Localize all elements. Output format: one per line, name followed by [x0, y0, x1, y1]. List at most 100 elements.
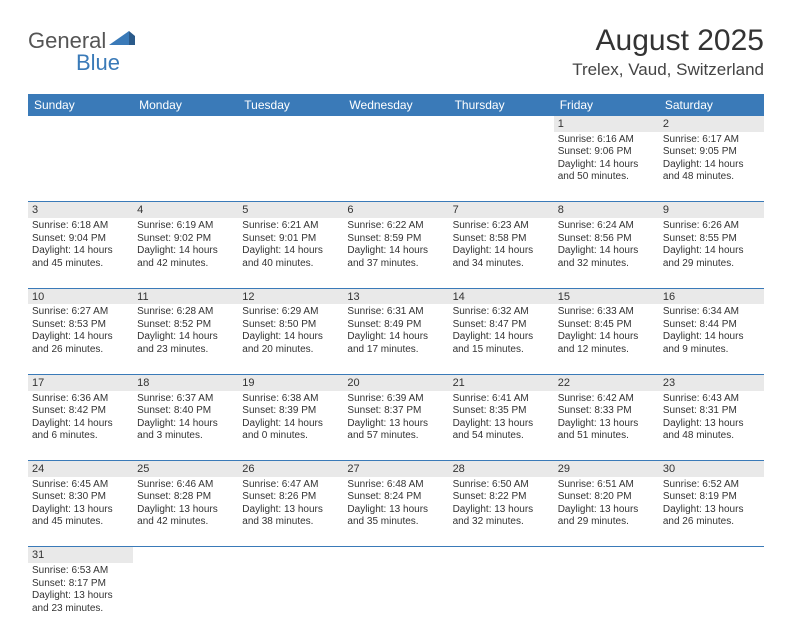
- empty-cell: [28, 116, 133, 132]
- sunrise-line: Sunrise: 6:51 AM: [558, 479, 655, 492]
- day-number: 5: [238, 202, 343, 218]
- sunrise-line: Sunrise: 6:37 AM: [137, 393, 234, 406]
- daylight-line-1: Daylight: 14 hours: [242, 245, 339, 258]
- day-number: 12: [238, 288, 343, 304]
- weekday-friday: Friday: [554, 94, 659, 116]
- sunset-line: Sunset: 8:50 PM: [242, 319, 339, 332]
- sunset-line: Sunset: 8:24 PM: [347, 491, 444, 504]
- daylight-line-1: Daylight: 13 hours: [558, 418, 655, 431]
- weekday-saturday: Saturday: [659, 94, 764, 116]
- sunrise-line: Sunrise: 6:29 AM: [242, 306, 339, 319]
- daylight-line-1: Daylight: 14 hours: [242, 418, 339, 431]
- daylight-line-1: Daylight: 14 hours: [32, 245, 129, 258]
- day-cell: Sunrise: 6:21 AMSunset: 9:01 PMDaylight:…: [238, 218, 343, 288]
- sunrise-line: Sunrise: 6:34 AM: [663, 306, 760, 319]
- header: General August 2025 Trelex, Vaud, Switze…: [28, 24, 764, 80]
- logo-triangle-icon: [109, 29, 135, 45]
- month-title: August 2025: [572, 24, 764, 58]
- day-cell: Sunrise: 6:16 AMSunset: 9:06 PMDaylight:…: [554, 132, 659, 202]
- sunrise-line: Sunrise: 6:43 AM: [663, 393, 760, 406]
- empty-cell: [343, 563, 448, 633]
- day-cell: Sunrise: 6:28 AMSunset: 8:52 PMDaylight:…: [133, 304, 238, 374]
- sunrise-line: Sunrise: 6:39 AM: [347, 393, 444, 406]
- empty-cell: [133, 116, 238, 132]
- day-number: 21: [449, 374, 554, 390]
- empty-cell: [554, 547, 659, 563]
- day-cell: Sunrise: 6:52 AMSunset: 8:19 PMDaylight:…: [659, 477, 764, 547]
- day-cell: Sunrise: 6:38 AMSunset: 8:39 PMDaylight:…: [238, 391, 343, 461]
- day-cell: Sunrise: 6:17 AMSunset: 9:05 PMDaylight:…: [659, 132, 764, 202]
- daynum-row: 31: [28, 547, 764, 563]
- sunrise-line: Sunrise: 6:33 AM: [558, 306, 655, 319]
- day-number: 26: [238, 461, 343, 477]
- daylight-line-2: and 57 minutes.: [347, 430, 444, 443]
- daylight-line-1: Daylight: 13 hours: [663, 504, 760, 517]
- sunrise-line: Sunrise: 6:45 AM: [32, 479, 129, 492]
- daylight-line-1: Daylight: 14 hours: [137, 331, 234, 344]
- sunset-line: Sunset: 8:58 PM: [453, 233, 550, 246]
- day-content-row: Sunrise: 6:36 AMSunset: 8:42 PMDaylight:…: [28, 391, 764, 461]
- sunset-line: Sunset: 8:28 PM: [137, 491, 234, 504]
- calendar-body: 12Sunrise: 6:16 AMSunset: 9:06 PMDayligh…: [28, 116, 764, 633]
- weekday-wednesday: Wednesday: [343, 94, 448, 116]
- sunset-line: Sunset: 8:22 PM: [453, 491, 550, 504]
- sunrise-line: Sunrise: 6:18 AM: [32, 220, 129, 233]
- day-number: 9: [659, 202, 764, 218]
- day-number: 4: [133, 202, 238, 218]
- sunrise-line: Sunrise: 6:53 AM: [32, 565, 129, 578]
- empty-cell: [238, 132, 343, 202]
- daylight-line-1: Daylight: 14 hours: [32, 418, 129, 431]
- sunset-line: Sunset: 8:40 PM: [137, 405, 234, 418]
- empty-cell: [449, 547, 554, 563]
- daylight-line-2: and 54 minutes.: [453, 430, 550, 443]
- daylight-line-2: and 32 minutes.: [453, 516, 550, 529]
- sunrise-line: Sunrise: 6:41 AM: [453, 393, 550, 406]
- daylight-line-1: Daylight: 14 hours: [558, 245, 655, 258]
- daylight-line-1: Daylight: 14 hours: [663, 245, 760, 258]
- empty-cell: [554, 563, 659, 633]
- empty-cell: [343, 116, 448, 132]
- daylight-line-1: Daylight: 13 hours: [32, 504, 129, 517]
- day-cell: Sunrise: 6:18 AMSunset: 9:04 PMDaylight:…: [28, 218, 133, 288]
- sunrise-line: Sunrise: 6:46 AM: [137, 479, 234, 492]
- day-cell: Sunrise: 6:23 AMSunset: 8:58 PMDaylight:…: [449, 218, 554, 288]
- day-cell: Sunrise: 6:31 AMSunset: 8:49 PMDaylight:…: [343, 304, 448, 374]
- empty-cell: [238, 116, 343, 132]
- daylight-line-1: Daylight: 14 hours: [558, 331, 655, 344]
- daylight-line-1: Daylight: 13 hours: [137, 504, 234, 517]
- sunset-line: Sunset: 8:39 PM: [242, 405, 339, 418]
- day-number: 10: [28, 288, 133, 304]
- day-number: 6: [343, 202, 448, 218]
- day-cell: Sunrise: 6:36 AMSunset: 8:42 PMDaylight:…: [28, 391, 133, 461]
- sunrise-line: Sunrise: 6:31 AM: [347, 306, 444, 319]
- daylight-line-1: Daylight: 13 hours: [347, 504, 444, 517]
- daylight-line-1: Daylight: 13 hours: [663, 418, 760, 431]
- empty-cell: [449, 116, 554, 132]
- daylight-line-1: Daylight: 14 hours: [137, 418, 234, 431]
- sunrise-line: Sunrise: 6:27 AM: [32, 306, 129, 319]
- sunrise-line: Sunrise: 6:28 AM: [137, 306, 234, 319]
- daylight-line-2: and 48 minutes.: [663, 171, 760, 184]
- day-number: 2: [659, 116, 764, 132]
- day-cell: Sunrise: 6:37 AMSunset: 8:40 PMDaylight:…: [133, 391, 238, 461]
- sunrise-line: Sunrise: 6:24 AM: [558, 220, 655, 233]
- day-number: 20: [343, 374, 448, 390]
- day-cell: Sunrise: 6:43 AMSunset: 8:31 PMDaylight:…: [659, 391, 764, 461]
- logo-text-blue: Blue: [76, 50, 120, 76]
- day-number: 16: [659, 288, 764, 304]
- location-text: Trelex, Vaud, Switzerland: [572, 60, 764, 80]
- daylight-line-2: and 6 minutes.: [32, 430, 129, 443]
- day-number: 1: [554, 116, 659, 132]
- daylight-line-1: Daylight: 14 hours: [453, 245, 550, 258]
- daylight-line-1: Daylight: 14 hours: [347, 245, 444, 258]
- daynum-row: 12: [28, 116, 764, 132]
- daylight-line-1: Daylight: 14 hours: [558, 159, 655, 172]
- daylight-line-1: Daylight: 14 hours: [347, 331, 444, 344]
- empty-cell: [133, 132, 238, 202]
- weekday-tuesday: Tuesday: [238, 94, 343, 116]
- daylight-line-2: and 48 minutes.: [663, 430, 760, 443]
- empty-cell: [449, 132, 554, 202]
- day-number: 15: [554, 288, 659, 304]
- daylight-line-1: Daylight: 13 hours: [453, 418, 550, 431]
- day-number: 28: [449, 461, 554, 477]
